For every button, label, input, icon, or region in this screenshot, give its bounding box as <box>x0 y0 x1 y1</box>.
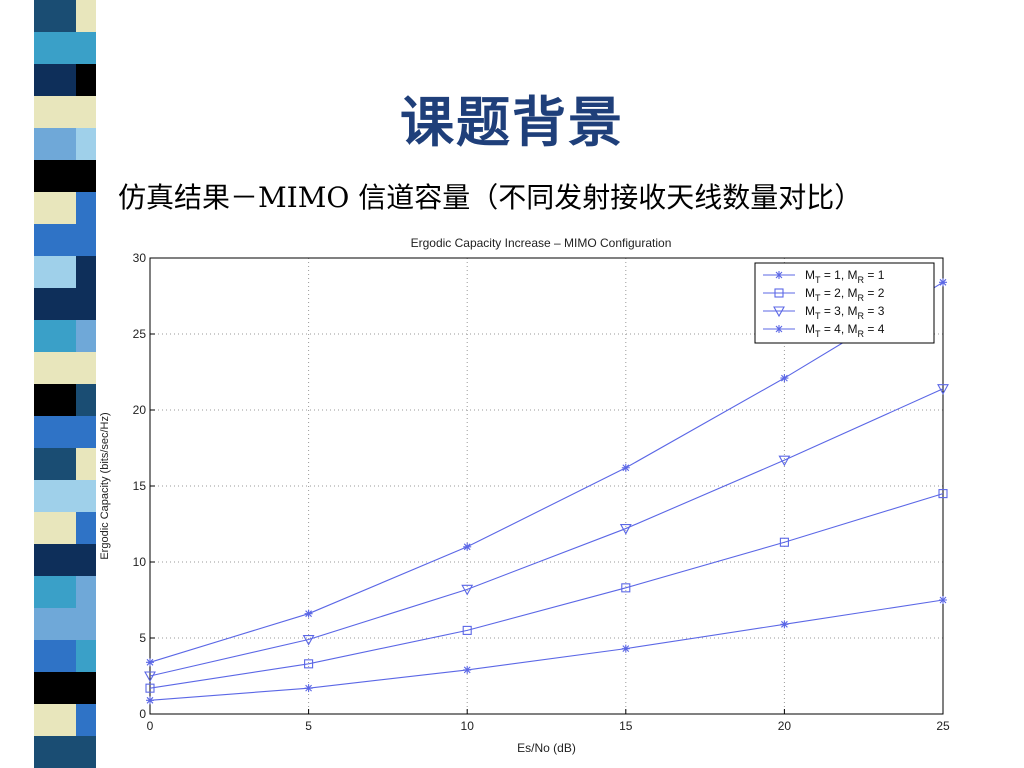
legend-label: MT = 4, MR = 4 <box>805 322 885 339</box>
data-point <box>621 463 630 472</box>
x-tick-label: 25 <box>936 719 950 733</box>
x-tick-label: 5 <box>305 719 312 733</box>
stripe-notch <box>76 512 96 545</box>
series-line <box>149 599 944 701</box>
stripe-block <box>34 32 96 65</box>
y-tick-label: 25 <box>133 327 147 341</box>
data-point <box>621 583 631 593</box>
series-1 <box>146 596 947 705</box>
stripe-block <box>34 480 96 513</box>
data-point <box>144 671 156 683</box>
stripe-block <box>34 416 96 449</box>
data-point <box>780 374 789 383</box>
x-tick-label: 15 <box>619 719 633 733</box>
x-tick-label: 0 <box>147 719 154 733</box>
stripe-notch <box>76 320 96 353</box>
stripe-notch <box>76 448 96 481</box>
stripe-notch <box>76 704 96 737</box>
chart-legend: MT = 1, MR = 1MT = 2, MR = 2MT = 3, MR =… <box>754 262 935 344</box>
slide-title: 课题背景 <box>400 90 624 154</box>
data-point <box>463 665 472 674</box>
y-tick-label: 20 <box>133 403 147 417</box>
data-point <box>461 584 474 596</box>
data-point <box>939 596 947 604</box>
data-point <box>937 384 949 395</box>
decorative-stripe-band <box>34 0 96 768</box>
stripe-block <box>34 352 96 385</box>
legend-entry: MT = 3, MR = 3 <box>763 304 885 321</box>
stripe-block <box>34 288 96 321</box>
y-axis-label: Ergodic Capacity (bits/sec/Hz) <box>99 412 111 559</box>
stripe-block <box>34 608 96 641</box>
series-line <box>149 493 944 689</box>
series-3 <box>144 384 949 683</box>
data-point <box>304 609 313 618</box>
legend-marker <box>774 288 784 298</box>
series-line <box>149 281 944 663</box>
legend-marker <box>775 271 783 279</box>
legend-marker <box>775 325 783 333</box>
stripe-notch <box>76 640 96 673</box>
stripe-notch <box>76 0 96 33</box>
stripe-block <box>34 672 96 705</box>
data-point <box>146 696 154 705</box>
y-tick-label: 5 <box>139 631 146 645</box>
stripe-notch <box>76 192 96 225</box>
stripe-notch <box>76 128 96 161</box>
x-tick-label: 20 <box>778 719 792 733</box>
stripe-notch <box>76 256 96 289</box>
data-point <box>146 658 154 667</box>
y-tick-label: 10 <box>133 555 147 569</box>
y-tick-label: 30 <box>133 251 147 265</box>
stripe-block <box>34 96 96 129</box>
stripe-block <box>34 160 96 193</box>
legend-box <box>754 262 935 344</box>
series-4 <box>146 278 947 667</box>
series-2 <box>145 489 948 693</box>
stripe-block <box>34 224 96 257</box>
stripe-notch <box>76 64 96 97</box>
data-point <box>304 659 314 669</box>
chart-title: Ergodic Capacity Increase – MIMO Configu… <box>411 236 672 250</box>
data-point <box>778 455 791 467</box>
x-tick-label: 10 <box>461 719 475 733</box>
data-point <box>304 684 313 693</box>
data-point <box>463 542 472 551</box>
data-point <box>621 644 630 653</box>
stripe-block <box>34 736 96 768</box>
legend-entry: MT = 4, MR = 4 <box>763 322 885 339</box>
y-tick-label: 0 <box>139 707 146 721</box>
capacity-line-chart: Ergodic Capacity Increase – MIMO Configu… <box>96 228 1000 768</box>
legend-label: MT = 2, MR = 2 <box>805 286 885 303</box>
legend-marker <box>773 306 785 318</box>
data-point <box>619 524 632 535</box>
legend-entry: MT = 2, MR = 2 <box>763 286 885 303</box>
slide-subtitle: 仿真结果－MIMO 信道容量（不同发射接收天线数量对比） <box>118 181 863 214</box>
data-point <box>938 489 948 499</box>
data-point <box>462 625 472 635</box>
series-line <box>149 388 944 677</box>
y-tick-label: 15 <box>133 479 147 493</box>
data-point <box>779 537 789 547</box>
x-axis-label: Es/No (dB) <box>517 741 576 755</box>
data-point <box>145 683 155 693</box>
data-point <box>780 620 789 629</box>
data-point <box>939 278 947 287</box>
legend-entry: MT = 1, MR = 1 <box>763 268 885 285</box>
legend-label: MT = 1, MR = 1 <box>805 268 885 285</box>
stripe-block <box>34 544 96 577</box>
legend-label: MT = 3, MR = 3 <box>805 304 885 321</box>
stripe-notch <box>76 384 96 417</box>
data-point <box>302 634 315 646</box>
stripe-notch <box>76 576 96 609</box>
